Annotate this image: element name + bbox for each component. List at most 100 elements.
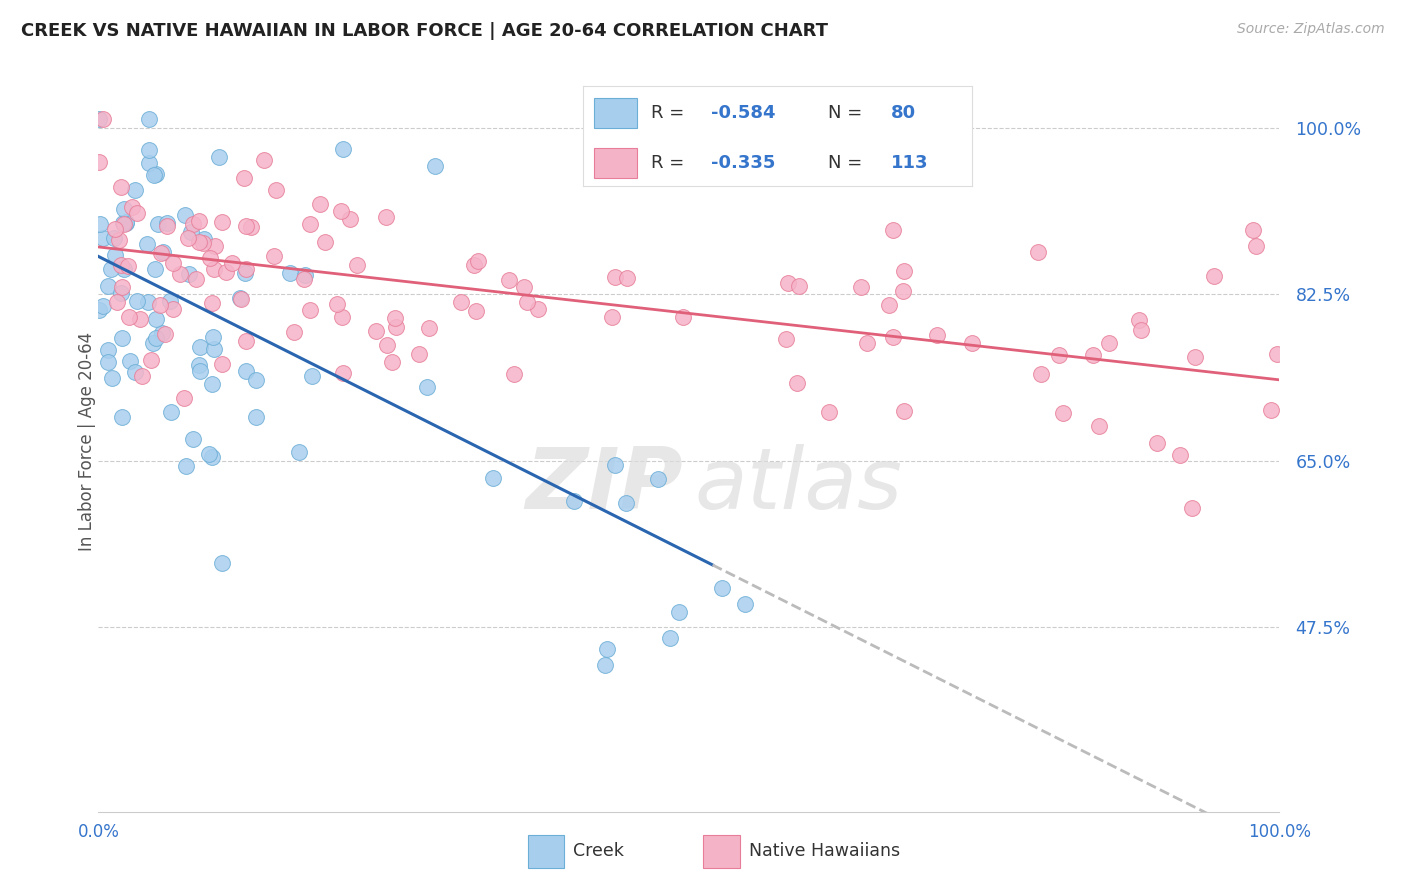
- Point: [211, 557, 233, 571]
- Point: [418, 320, 440, 334]
- Point: [562, 494, 585, 508]
- Text: Creek: Creek: [574, 842, 624, 860]
- Point: [110, 258, 132, 272]
- Point: [450, 295, 472, 310]
- Point: [605, 270, 627, 285]
- Point: [463, 258, 485, 272]
- Point: [117, 260, 139, 274]
- Point: [1083, 348, 1105, 362]
- Point: [146, 217, 169, 231]
- Point: [464, 303, 486, 318]
- Point: [235, 219, 257, 234]
- Point: [181, 217, 204, 231]
- Text: 100.0%: 100.0%: [1249, 823, 1310, 841]
- Point: [235, 364, 257, 378]
- Point: [188, 363, 211, 377]
- Point: [1260, 403, 1282, 417]
- Point: [127, 206, 149, 220]
- Point: [110, 180, 132, 194]
- Point: [145, 167, 167, 181]
- Point: [128, 311, 150, 326]
- Point: [408, 347, 430, 361]
- Point: [710, 581, 733, 595]
- Point: [173, 391, 195, 405]
- Point: [156, 219, 179, 233]
- Point: [233, 170, 256, 185]
- Point: [288, 445, 311, 459]
- Point: [498, 273, 520, 287]
- Point: [162, 302, 184, 317]
- Point: [263, 249, 285, 263]
- Point: [1128, 313, 1150, 327]
- Point: [616, 270, 638, 285]
- Point: [97, 355, 120, 369]
- Point: [115, 215, 138, 229]
- Point: [152, 244, 174, 259]
- Point: [148, 298, 170, 312]
- Point: [191, 235, 214, 250]
- Point: [1088, 418, 1111, 433]
- Point: [346, 258, 368, 272]
- Point: [775, 332, 797, 346]
- Point: [150, 326, 173, 340]
- Text: Source: ZipAtlas.com: Source: ZipAtlas.com: [1237, 22, 1385, 37]
- Point: [104, 221, 127, 235]
- Point: [235, 261, 257, 276]
- Point: [659, 632, 682, 646]
- Point: [1026, 244, 1049, 259]
- Point: [112, 217, 135, 231]
- Point: [112, 202, 135, 216]
- Point: [101, 371, 124, 385]
- Point: [124, 365, 146, 379]
- Point: [87, 112, 110, 126]
- Point: [188, 214, 211, 228]
- Point: [245, 410, 267, 425]
- Point: [309, 197, 332, 211]
- Point: [527, 301, 550, 316]
- Point: [111, 330, 134, 344]
- Point: [201, 330, 224, 344]
- Text: CREEK VS NATIVE HAWAIIAN IN LABOR FORCE | AGE 20-64 CORRELATION CHART: CREEK VS NATIVE HAWAIIAN IN LABOR FORCE …: [21, 22, 828, 40]
- Point: [786, 376, 808, 391]
- Point: [1265, 347, 1288, 361]
- Point: [385, 320, 408, 334]
- Point: [100, 262, 122, 277]
- Point: [596, 641, 619, 656]
- Point: [734, 598, 756, 612]
- Point: [193, 232, 215, 246]
- Point: [89, 154, 111, 169]
- Point: [229, 291, 252, 305]
- Point: [1047, 348, 1070, 362]
- Point: [314, 235, 336, 250]
- Point: [187, 358, 209, 372]
- Point: [927, 328, 949, 343]
- Point: [332, 366, 354, 380]
- Point: [211, 358, 233, 372]
- Point: [877, 298, 900, 312]
- Point: [603, 458, 626, 473]
- Point: [1202, 269, 1225, 284]
- Point: [211, 215, 233, 229]
- Point: [145, 331, 167, 345]
- Point: [467, 254, 489, 268]
- Point: [188, 235, 211, 249]
- Point: [893, 403, 915, 417]
- Point: [856, 336, 879, 351]
- Point: [201, 450, 224, 465]
- Point: [131, 368, 153, 383]
- Point: [150, 245, 173, 260]
- Point: [115, 216, 138, 230]
- Bar: [703, 835, 740, 868]
- Point: [103, 231, 125, 245]
- Point: [142, 168, 165, 182]
- Point: [891, 284, 914, 298]
- Point: [1098, 335, 1121, 350]
- Point: [89, 218, 111, 232]
- Point: [143, 262, 166, 277]
- Text: ZIP: ZIP: [526, 444, 683, 527]
- Point: [173, 208, 195, 222]
- Point: [1181, 500, 1204, 515]
- Point: [235, 334, 257, 349]
- Point: [156, 216, 179, 230]
- Point: [366, 324, 388, 338]
